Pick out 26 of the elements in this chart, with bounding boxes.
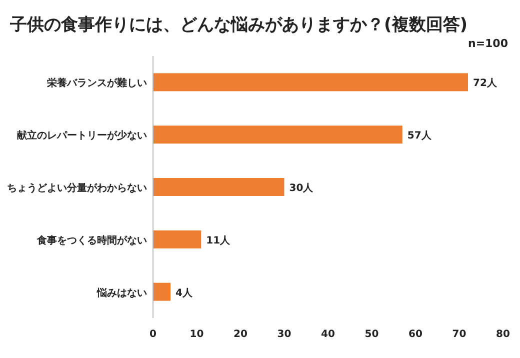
bar (153, 282, 170, 301)
y-tick-label: 悩みはない (96, 286, 147, 299)
x-tick-label: 40 (321, 329, 335, 340)
data-label: 72人 (473, 77, 498, 90)
x-tick-label: 10 (190, 329, 204, 340)
x-tick-label: 50 (364, 329, 379, 340)
bar (153, 73, 468, 92)
x-tick-label: 70 (452, 329, 466, 340)
y-tick-label: 献立のレパートリーが少ない (17, 130, 147, 142)
x-tick-label: 80 (496, 329, 510, 340)
x-tick-label: 0 (150, 329, 157, 340)
x-tick-label: 20 (234, 329, 248, 340)
chart-title: 子供の食事作りには、どんな悩みがありますか？(複数回答) (9, 15, 468, 35)
bar (153, 126, 402, 144)
bar (153, 178, 284, 196)
bar (153, 230, 202, 248)
y-tick-label: 栄養バランスが難しい (47, 77, 147, 90)
x-tick-label: 60 (408, 329, 422, 340)
data-label: 30人 (289, 182, 314, 194)
x-tick-label: 30 (277, 329, 292, 340)
data-label: 11人 (206, 234, 232, 246)
data-label: 4人 (176, 286, 194, 299)
y-tick-label: ちょうどよい分量がわからない (7, 182, 147, 194)
y-tick-label: 食事をつくる時間がない (36, 234, 147, 246)
text: n=100 (468, 37, 508, 50)
data-label: 57人 (407, 130, 432, 142)
